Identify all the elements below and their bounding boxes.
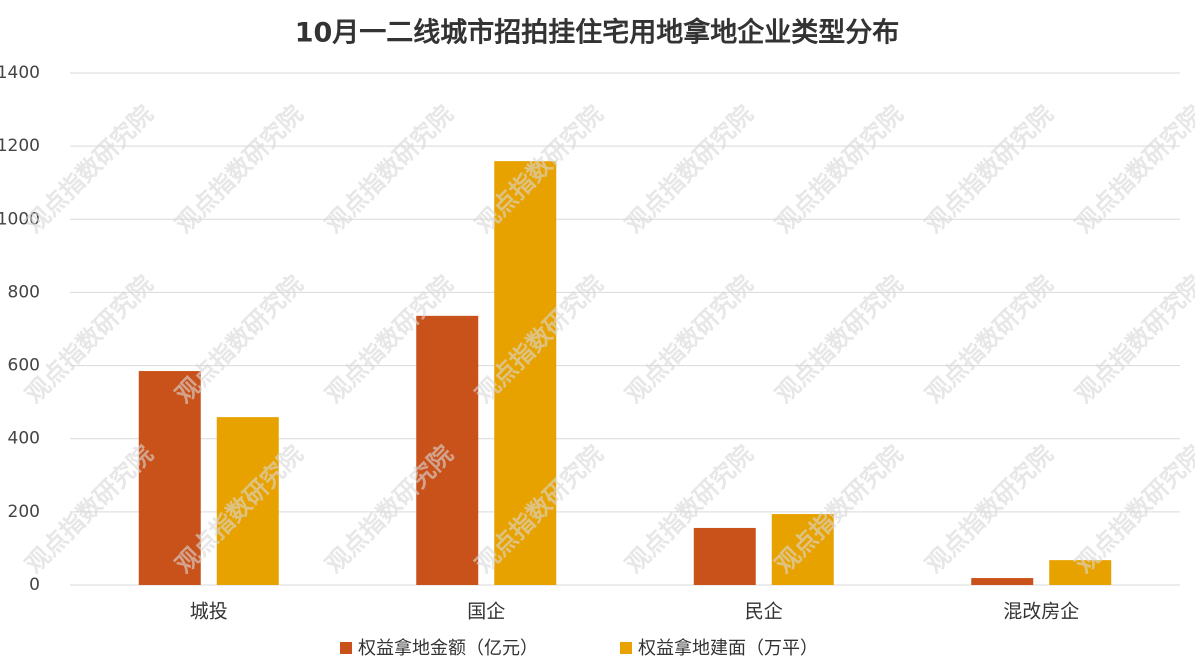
- legend-label: 权益拿地金额（亿元）: [358, 637, 538, 659]
- watermark: 观点指数研究院: [770, 440, 909, 579]
- y-tick-label: 1000: [0, 209, 40, 229]
- watermark: 观点指数研究院: [620, 100, 759, 239]
- y-tick-label: 200: [8, 502, 40, 522]
- watermark: 观点指数研究院: [20, 440, 159, 579]
- bar: [216, 417, 279, 585]
- y-tick-label: 1200: [0, 136, 40, 156]
- watermark: 观点指数研究院: [320, 100, 459, 239]
- watermark: 观点指数研究院: [20, 100, 159, 239]
- legend-swatch: [340, 642, 352, 654]
- watermark: 观点指数研究院: [170, 100, 309, 239]
- watermark: 观点指数研究院: [20, 270, 159, 409]
- bar: [971, 578, 1034, 585]
- y-tick-label: 1400: [0, 63, 40, 83]
- x-tick-label: 国企: [467, 601, 505, 623]
- watermark: 观点指数研究院: [1070, 440, 1195, 579]
- watermark: 观点指数研究院: [1070, 270, 1195, 409]
- watermark: 观点指数研究院: [770, 270, 909, 409]
- chart-title: 10月一二线城市招拍挂住宅用地拿地企业类型分布: [295, 17, 900, 49]
- y-tick-label: 800: [8, 282, 40, 302]
- y-tick-label: 400: [8, 429, 40, 449]
- bar: [494, 161, 557, 585]
- legend-swatch: [620, 642, 632, 654]
- bar: [416, 315, 479, 585]
- y-tick-label: 600: [8, 356, 40, 376]
- watermark: 观点指数研究院: [620, 270, 759, 409]
- watermark: 观点指数研究院: [920, 100, 1059, 239]
- x-tick-label: 民企: [745, 601, 783, 623]
- watermark: 观点指数研究院: [920, 270, 1059, 409]
- x-tick-label: 城投: [190, 601, 228, 623]
- watermark: 观点指数研究院: [170, 270, 309, 409]
- watermark: 观点指数研究院: [770, 100, 909, 239]
- y-tick-label: 0: [29, 575, 40, 595]
- watermark: 观点指数研究院: [1070, 100, 1195, 239]
- bar: [771, 514, 834, 585]
- watermark: 观点指数研究院: [920, 440, 1059, 579]
- legend-label: 权益拿地建面（万平）: [638, 637, 818, 659]
- bar: [693, 527, 756, 585]
- x-tick-label: 混改房企: [1003, 601, 1079, 623]
- bar: [138, 371, 201, 585]
- bar: [1049, 560, 1112, 585]
